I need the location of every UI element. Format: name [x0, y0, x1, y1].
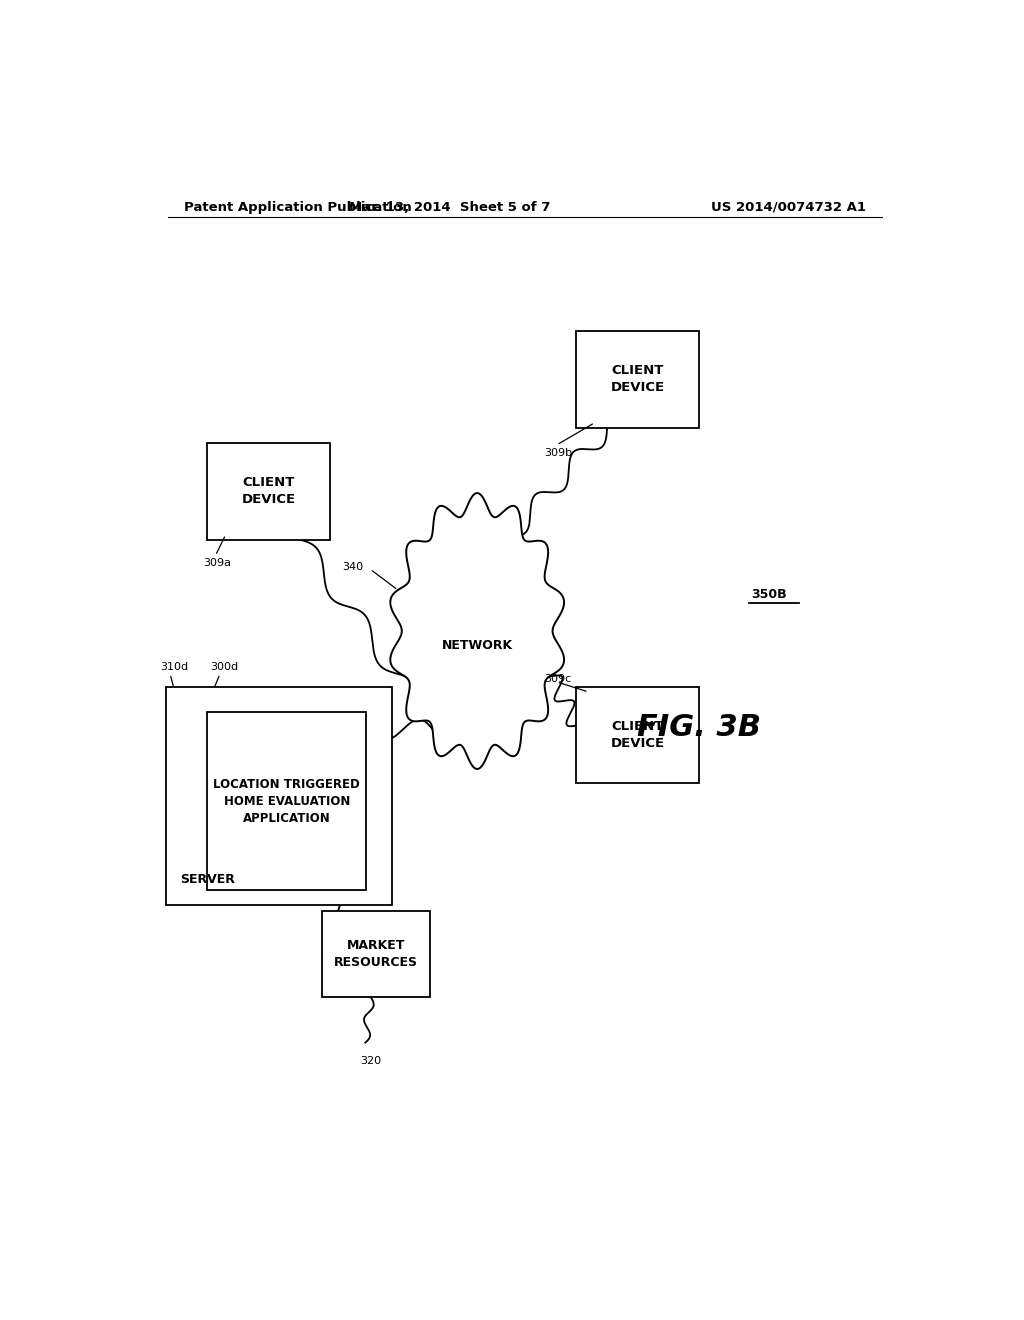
Text: SERVER: SERVER [180, 873, 236, 886]
Text: NETWORK: NETWORK [441, 639, 513, 652]
Text: US 2014/0074732 A1: US 2014/0074732 A1 [711, 201, 866, 214]
Text: 309c: 309c [545, 675, 571, 684]
Text: 300d: 300d [210, 661, 238, 672]
Bar [323, 911, 430, 997]
Text: FIG. 3B: FIG. 3B [637, 713, 762, 742]
Text: 309b: 309b [545, 447, 572, 458]
Text: Mar. 13, 2014  Sheet 5 of 7: Mar. 13, 2014 Sheet 5 of 7 [349, 201, 550, 214]
Text: 350B: 350B [751, 587, 786, 601]
Text: CLIENT
DEVICE: CLIENT DEVICE [242, 477, 296, 507]
Text: 320: 320 [359, 1056, 381, 1065]
Bar [207, 713, 367, 890]
Bar [577, 686, 699, 784]
Bar [166, 686, 392, 906]
Bar [577, 331, 699, 428]
Polygon shape [390, 494, 564, 770]
Bar [207, 444, 331, 540]
Text: CLIENT
DEVICE: CLIENT DEVICE [611, 364, 665, 395]
Text: CLIENT
DEVICE: CLIENT DEVICE [611, 721, 665, 750]
Text: 309a: 309a [204, 558, 231, 568]
Text: 340: 340 [342, 562, 364, 572]
Text: 310d: 310d [160, 661, 187, 672]
Text: Patent Application Publication: Patent Application Publication [183, 201, 412, 214]
Text: LOCATION TRIGGERED
HOME EVALUATION
APPLICATION: LOCATION TRIGGERED HOME EVALUATION APPLI… [213, 777, 360, 825]
Text: MARKET
RESOURCES: MARKET RESOURCES [334, 939, 418, 969]
